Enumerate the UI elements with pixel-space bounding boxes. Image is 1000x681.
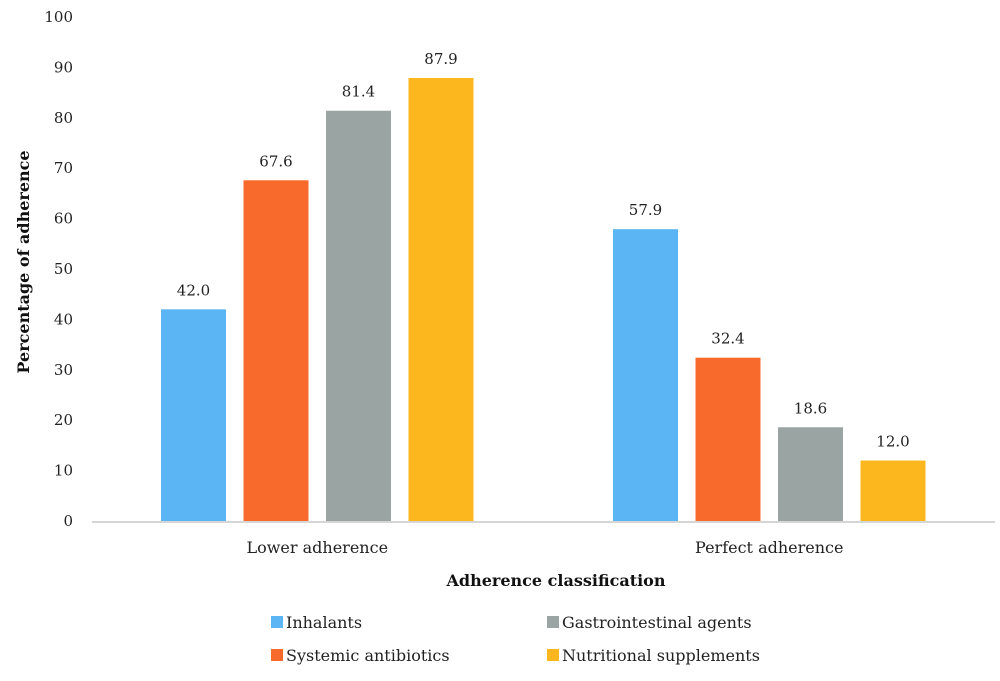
data-label: 12.0: [876, 433, 909, 451]
bar-nutritional-supplements-0: [408, 77, 474, 521]
legend-swatch: [547, 649, 559, 661]
legend-item-nutritional-supplements: Nutritional supplements: [547, 646, 760, 665]
y-tick-label: 10: [54, 462, 73, 480]
y-axis-ticks: 0 10 20 30 40 50 60 70 80 90 100: [44, 8, 73, 530]
data-label: 67.6: [259, 152, 292, 170]
x-category-label: Lower adherence: [246, 538, 388, 557]
legend-item-gastrointestinal-agents: Gastrointestinal agents: [547, 613, 752, 632]
bar-gastrointestinal-agents-0: [326, 110, 391, 521]
bar-gastrointestinal-agents-1: [778, 427, 843, 521]
x-axis-category-labels: Lower adherence Perfect adherence: [246, 538, 843, 557]
x-axis-title: Adherence classification: [446, 571, 666, 590]
legend-label: Inhalants: [286, 613, 362, 632]
legend-label: Gastrointestinal agents: [562, 613, 752, 632]
data-label: 81.4: [342, 83, 375, 101]
x-category-label: Perfect adherence: [695, 538, 843, 557]
bars: [161, 77, 926, 521]
bar-inhalants-0: [161, 309, 226, 521]
bar-inhalants-1: [613, 229, 678, 521]
y-tick-label: 70: [54, 159, 73, 177]
data-label: 18.6: [794, 399, 827, 417]
y-tick-label: 60: [54, 210, 73, 228]
y-tick-label: 40: [54, 310, 73, 328]
y-tick-label: 30: [54, 361, 73, 379]
data-labels: 42.0 67.6 81.4 87.9 57.9 32.4 18.6 12.0: [177, 50, 910, 451]
data-label: 42.0: [177, 281, 210, 299]
y-axis-title: Percentage of adherence: [14, 150, 33, 373]
y-tick-label: 50: [54, 260, 73, 278]
y-tick-label: 0: [63, 512, 73, 530]
y-tick-label: 20: [54, 411, 73, 429]
legend-item-inhalants: Inhalants: [271, 613, 362, 632]
legend-label: Systemic antibiotics: [286, 646, 450, 665]
data-label: 32.4: [711, 330, 744, 348]
legend-swatch: [547, 616, 559, 628]
y-tick-label: 100: [44, 8, 73, 26]
legend-item-systemic-antibiotics: Systemic antibiotics: [271, 646, 450, 665]
bar-nutritional-supplements-1: [860, 460, 926, 521]
data-label: 57.9: [629, 201, 662, 219]
bar-systemic-antibiotics-0: [243, 180, 309, 521]
legend-swatch: [271, 649, 283, 661]
y-tick-label: 80: [54, 109, 73, 127]
legend-swatch: [271, 616, 283, 628]
y-tick-label: 90: [54, 58, 73, 76]
data-label: 87.9: [424, 50, 457, 68]
legend-label: Nutritional supplements: [562, 646, 760, 665]
bar-systemic-antibiotics-1: [695, 357, 761, 521]
legend: Inhalants Systemic antibiotics Gastrointes…: [271, 613, 760, 665]
